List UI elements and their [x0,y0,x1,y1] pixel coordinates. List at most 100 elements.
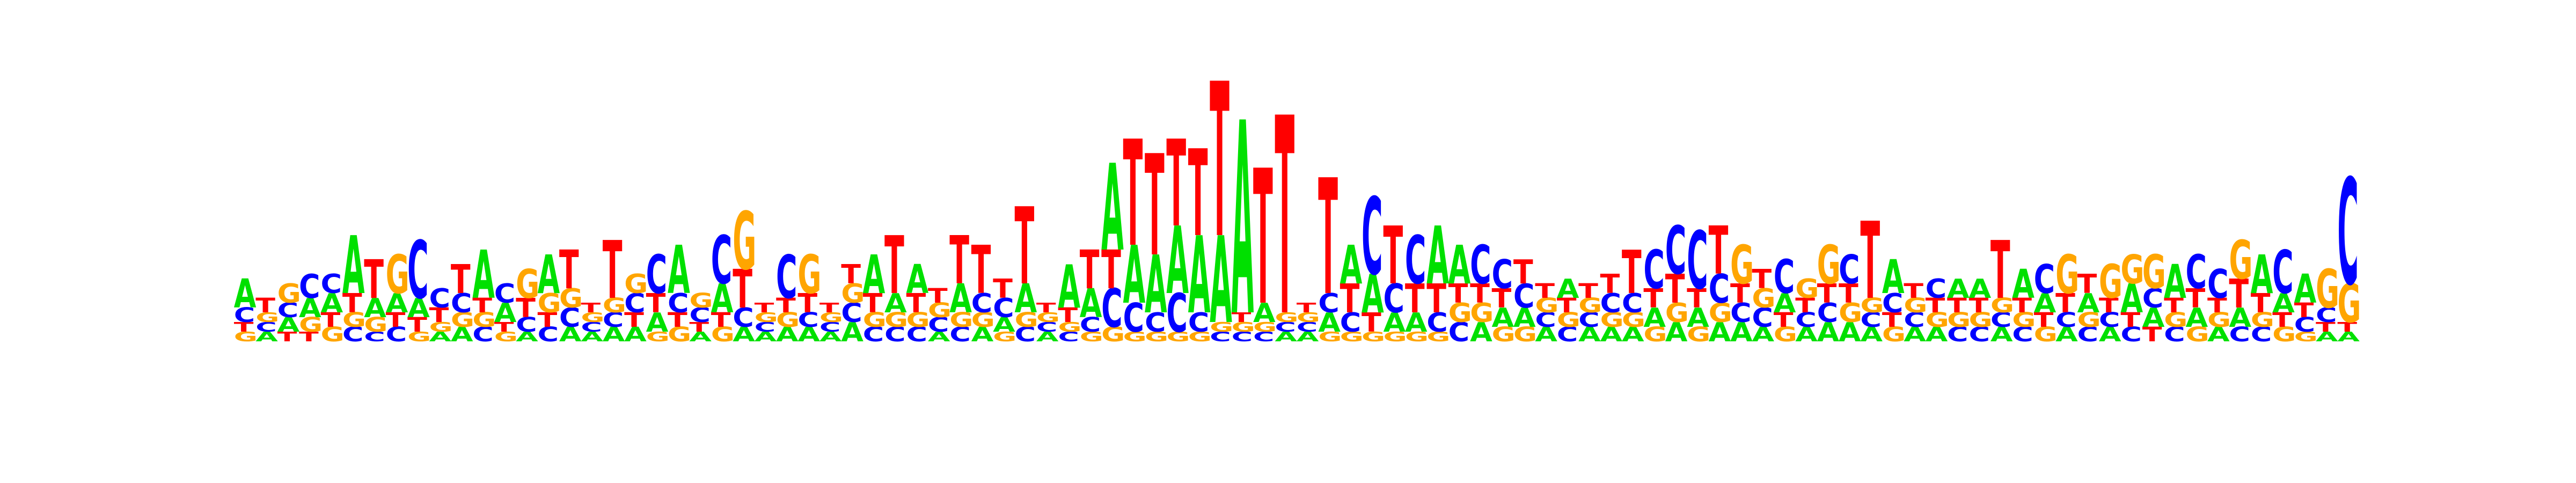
logo-letter-a: A [2120,276,2143,323]
logo-letter-t: T [320,309,340,332]
logo-letter-c: C [1101,277,1123,339]
logo-letter-t: T [2316,319,2336,335]
logo-letter-a: A [1839,317,1861,348]
logo-letter-c: C [884,323,906,346]
logo-letter-a: A [711,276,734,323]
logo-letter-a: A [1687,303,1709,333]
logo-letter-c: C [668,288,689,319]
logo-letter-a: A [971,323,994,346]
logo-letter-g: G [624,269,648,299]
logo-letter-t: T [884,220,904,312]
logo-letter-g: G [494,329,518,345]
logo-letter-t: T [364,248,384,310]
logo-letter-a: A [1535,323,1557,346]
logo-letter-g: G [1752,283,1775,314]
logo-letter-g: G [299,313,323,336]
logo-letter-c: C [386,323,407,346]
logo-letter-c: C [581,319,602,335]
logo-letter-t: T [2077,269,2097,299]
logo-letter-g: G [1687,323,1710,346]
logo-letter-t: T [2186,283,2206,314]
logo-letter-c: C [1709,267,1730,313]
logo-letter-t: T [2034,309,2054,332]
logo-letter-c: C [863,323,884,346]
logo-letter-a: A [841,317,863,348]
logo-letter-t: T [299,329,319,345]
logo-letter-a: A [1015,276,1037,323]
logo-letter-c: C [234,304,255,327]
logo-letter-g: G [1101,323,1125,346]
logo-letter-t: T [1275,60,1294,376]
logo-letter-t: T [2207,294,2227,317]
logo-letter-t: T [342,288,362,319]
logo-letter-c: C [1232,329,1253,345]
logo-letter-a: A [1904,323,1926,346]
logo-letter-a: A [928,329,950,345]
logo-letter-t: T [538,309,558,332]
logo-letter-a: A [255,329,278,345]
logo-letter-t: T [993,274,1013,304]
logo-letter-g: G [559,283,583,314]
logo-letter-a: A [429,329,451,345]
logo-letter-t: T [1860,201,1880,324]
logo-letter-t: T [1470,279,1490,309]
logo-letter-t: T [1968,294,1988,317]
logo-letter-c: C [407,225,429,317]
logo-letter-t: T [1752,264,1772,295]
logo-letter-c: C [1774,250,1795,304]
logo-letter-g: G [1232,319,1255,335]
logo-letter-c: C [320,269,342,299]
logo-letter-t: T [1990,225,2010,317]
logo-letter-t: T [1578,280,1598,303]
logo-letter-c: C [1687,215,1708,307]
logo-letter-a: A [472,237,495,314]
logo-letter-t: T [624,309,644,332]
letter-stacks: GTCAACGTTACGTGACGTACCGTACGATCTAGGTACAGTC… [234,40,2361,377]
logo-letter-a: A [2055,323,2078,346]
logo-letter-c: C [2012,323,2033,346]
logo-letter-c: C [516,313,537,336]
logo-letter-t: T [1904,280,1923,303]
logo-letter-g: G [949,309,973,332]
logo-letter-c: C [2316,304,2337,327]
logo-letter-t: T [797,288,817,319]
logo-letter-c: C [906,323,927,346]
logo-letter-t: T [603,225,623,317]
logo-letter-c: C [1036,319,1058,335]
logo-letter-t: T [841,259,861,290]
logo-letter-c: C [538,323,559,346]
logo-letter-g: G [1362,329,1385,345]
logo-letter-g: G [2229,229,2252,291]
logo-letter-t: T [1145,126,1165,288]
logo-letter-t: T [2294,299,2314,322]
logo-letter-a: A [386,288,408,319]
logo-letter-t: T [711,309,731,332]
logo-letter-a: A [1318,308,1341,338]
logo-letter-g: G [1709,298,1732,328]
logo-letter-g: G [755,310,778,325]
logo-letter-c: C [1795,309,1817,332]
logo-letter-g: G [819,310,843,325]
logo-letter-c: C [841,298,862,328]
logo-letter-c: C [2207,262,2229,308]
logo-letter-c: C [364,329,385,345]
logo-letter-c: C [1752,303,1773,333]
logo-letter-c: C [603,309,624,332]
logo-letter-c: C [1990,309,2012,332]
logo-letter-g: G [1947,309,1971,332]
logo-letter-g: G [407,329,431,345]
logo-letter-t: T [2229,272,2249,318]
logo-letter-c: C [2229,323,2250,346]
logo-letter-g: G [689,289,713,312]
logo-letter-g: G [1470,298,1494,328]
logo-letter-c: C [1297,319,1318,335]
logo-letter-t: T [2337,319,2357,335]
logo-letter-t: T [863,288,883,319]
logo-letter-t: T [559,239,579,301]
logo-letter-c: C [1145,308,1166,338]
logo-letter-g: G [1405,329,1429,345]
logo-letter-a: A [407,293,430,324]
logo-letter-t: T [1318,147,1338,331]
logo-letter-g: G [1448,298,1472,328]
logo-letter-t: T [1665,267,1685,313]
